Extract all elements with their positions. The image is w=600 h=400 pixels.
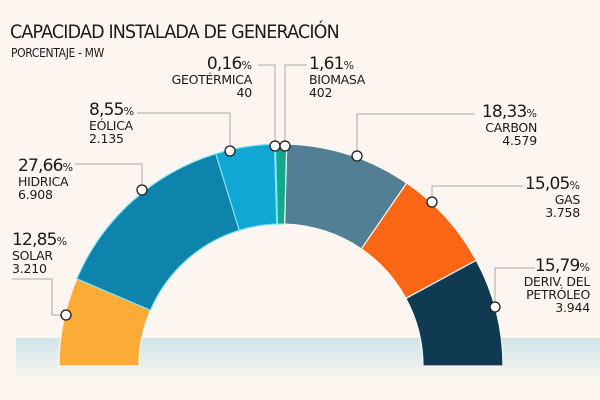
mw-value: 402 xyxy=(309,85,333,100)
category-name: GEOTÉRMICA xyxy=(171,72,253,87)
data-label-biomasa: 1,61% BIOMASA 402 xyxy=(309,56,365,100)
data-label-hidrica: 27,66% HIDRICA 6.908 xyxy=(18,158,73,202)
percent-number: 8,55 xyxy=(89,100,124,120)
leader-line-biomasa xyxy=(284,64,307,146)
mw-value: 4.579 xyxy=(502,133,537,148)
percent-symbol: % xyxy=(56,235,68,248)
mw-value: 3.210 xyxy=(12,261,47,276)
percent-number: 0,16 xyxy=(206,54,242,74)
data-label-geotermica: 0,16% GEOTÉRMICA 40 xyxy=(171,56,253,100)
mw-value: 6.908 xyxy=(18,187,53,202)
data-label-solar: 12,85% SOLAR 3.210 xyxy=(12,232,67,276)
percent-symbol: % xyxy=(241,59,252,72)
data-label-carbon: 18,33% CARBON 4.579 xyxy=(482,104,537,148)
percent-symbol: % xyxy=(526,107,537,120)
category-name: EÓLICA xyxy=(89,118,133,133)
mw-value: 2.135 xyxy=(89,131,124,146)
category-name: GAS xyxy=(554,192,581,207)
category-name: HIDRICA xyxy=(18,174,69,189)
marker-dot-deriv-del-petroleo xyxy=(489,301,501,313)
category-name: PETRÓLEO xyxy=(526,287,590,302)
leader-line-hidrica xyxy=(75,163,143,190)
chart-subtitle: PORCENTAJE - MW xyxy=(11,46,104,60)
marker-dot-gas xyxy=(426,196,438,208)
percent-value: 12,85% xyxy=(12,232,67,249)
leader-line-deriv-del-petroleo xyxy=(494,267,535,307)
data-label-gas: 15,05% GAS 3.758 xyxy=(525,176,580,220)
percent-value: 1,61% xyxy=(309,56,365,73)
percent-value: 15,79% xyxy=(524,258,590,275)
category-name: CARBON xyxy=(485,120,537,135)
percent-value: 8,55% xyxy=(89,102,134,119)
percent-number: 12,85 xyxy=(12,230,57,250)
percent-number: 18,33 xyxy=(481,102,527,122)
marker-dot-solar xyxy=(60,309,72,321)
marker-dot-eolica xyxy=(224,145,236,157)
leader-line-geotermica xyxy=(258,64,276,146)
mw-value: 3.758 xyxy=(545,205,580,220)
category-name: BIOMASA xyxy=(309,72,366,87)
percent-value: 18,33% xyxy=(482,104,537,121)
percent-number: 15,05 xyxy=(524,174,570,194)
category-name: DERIV. DEL xyxy=(523,274,591,289)
chart-title: CAPACIDAD INSTALADA DE GENERACIÓN xyxy=(10,21,340,43)
leader-line-carbon xyxy=(356,113,475,156)
leader-line-gas xyxy=(431,185,523,202)
marker-dot-carbon xyxy=(351,150,363,162)
percent-symbol: % xyxy=(569,179,580,192)
mw-value: 3.944 xyxy=(555,300,590,315)
slice-hidrica xyxy=(76,153,241,312)
marker-dot-geotermica xyxy=(269,140,281,152)
percent-symbol: % xyxy=(343,59,355,72)
leader-line-eolica xyxy=(137,112,231,151)
percent-number: 1,61 xyxy=(309,54,344,74)
data-label-eolica: 8,55% EÓLICA 2.135 xyxy=(89,102,134,146)
data-label-deriv-del-petroleo: 15,79% DERIV. DEL PETRÓLEO 3.944 xyxy=(523,258,591,315)
percent-number: 15,79 xyxy=(534,256,580,276)
slice-deriv-del-petroleo xyxy=(405,259,504,367)
percent-symbol: % xyxy=(579,261,590,274)
percent-symbol: % xyxy=(62,161,74,174)
percent-symbol: % xyxy=(123,105,135,118)
leader-line-solar xyxy=(12,278,66,316)
category-name: SOLAR xyxy=(12,248,53,263)
percent-number: 27,66 xyxy=(18,156,63,176)
marker-dot-hidrica xyxy=(136,184,148,196)
mw-value: 40 xyxy=(236,85,252,100)
percent-value: 0,16% xyxy=(172,56,252,73)
percent-value: 27,66% xyxy=(18,158,73,175)
percent-value: 15,05% xyxy=(525,176,580,193)
marker-dot-biomasa xyxy=(279,140,291,152)
